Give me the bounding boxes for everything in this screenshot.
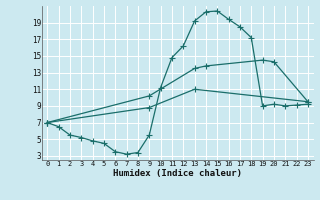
X-axis label: Humidex (Indice chaleur): Humidex (Indice chaleur): [113, 169, 242, 178]
